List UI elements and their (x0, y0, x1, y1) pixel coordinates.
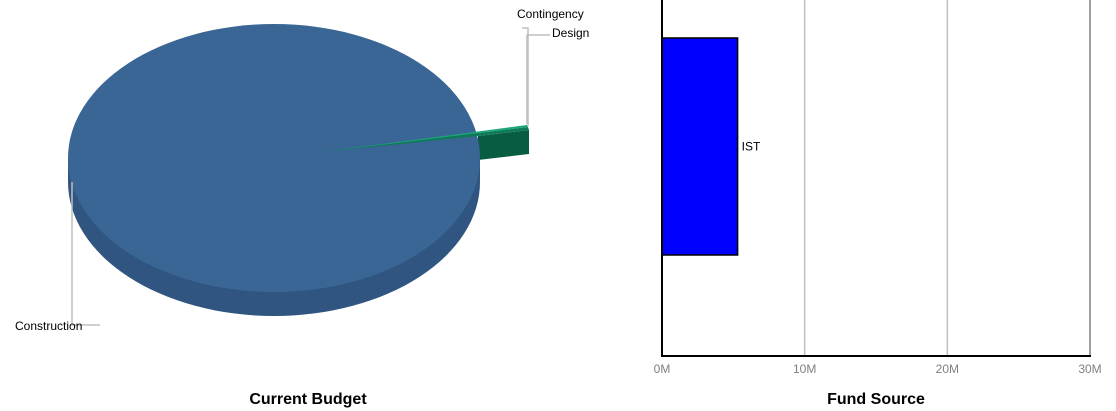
x-tick-label: 30M (1078, 362, 1101, 376)
pie-slice-contingency-side (478, 130, 529, 160)
bar-chart: IST 0M 10M 20M 30M Fund Source (654, 0, 1102, 408)
pie-label-construction: Construction (15, 319, 82, 333)
x-tick-label: 0M (654, 362, 671, 376)
x-tick-label: 10M (793, 362, 816, 376)
leader-line-contingency (522, 27, 529, 126)
bar-tick-labels: 0M 10M 20M 30M (654, 362, 1102, 376)
leader-line-design (526, 34, 550, 124)
pie-chart: Contingency Design Construction Current … (15, 7, 589, 408)
pie-label-contingency: Contingency (517, 7, 584, 21)
pie-label-design: Design (552, 26, 589, 40)
leader-line-construction (71, 182, 100, 326)
bar-label-ist: IST (742, 140, 761, 154)
pie-chart-title: Current Budget (249, 391, 367, 408)
bar-gridlines (803, 0, 1091, 356)
pie-slice-contingency[interactable] (322, 127, 529, 152)
pie-slice-design[interactable] (322, 125, 528, 152)
bar-ist[interactable] (661, 37, 739, 256)
bar-chart-title: Fund Source (827, 391, 925, 408)
x-tick-label: 20M (936, 362, 959, 376)
bar-series: IST (661, 37, 761, 256)
pie-slice-construction[interactable] (68, 24, 480, 292)
